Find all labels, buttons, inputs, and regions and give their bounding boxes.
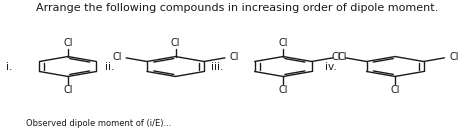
Text: Cl: Cl (449, 52, 458, 62)
Text: ii.: ii. (105, 61, 115, 72)
Text: iii.: iii. (210, 61, 223, 72)
Text: Cl: Cl (63, 38, 73, 48)
Text: Cl: Cl (278, 38, 288, 48)
Text: Cl: Cl (390, 85, 400, 95)
Text: i.: i. (7, 61, 13, 72)
Text: Cl: Cl (278, 85, 288, 95)
Text: Cl: Cl (229, 52, 239, 62)
Text: iv.: iv. (325, 61, 337, 72)
Text: Observed dipole moment of (i/E)...: Observed dipole moment of (i/E)... (26, 119, 172, 128)
Text: Cl: Cl (171, 38, 180, 48)
Text: Arrange the following compounds in increasing order of dipole moment.: Arrange the following compounds in incre… (36, 3, 438, 13)
Text: Cl: Cl (332, 52, 341, 62)
Text: Cl: Cl (63, 85, 73, 95)
Text: Cl: Cl (112, 52, 121, 62)
Text: Cl: Cl (337, 52, 346, 62)
